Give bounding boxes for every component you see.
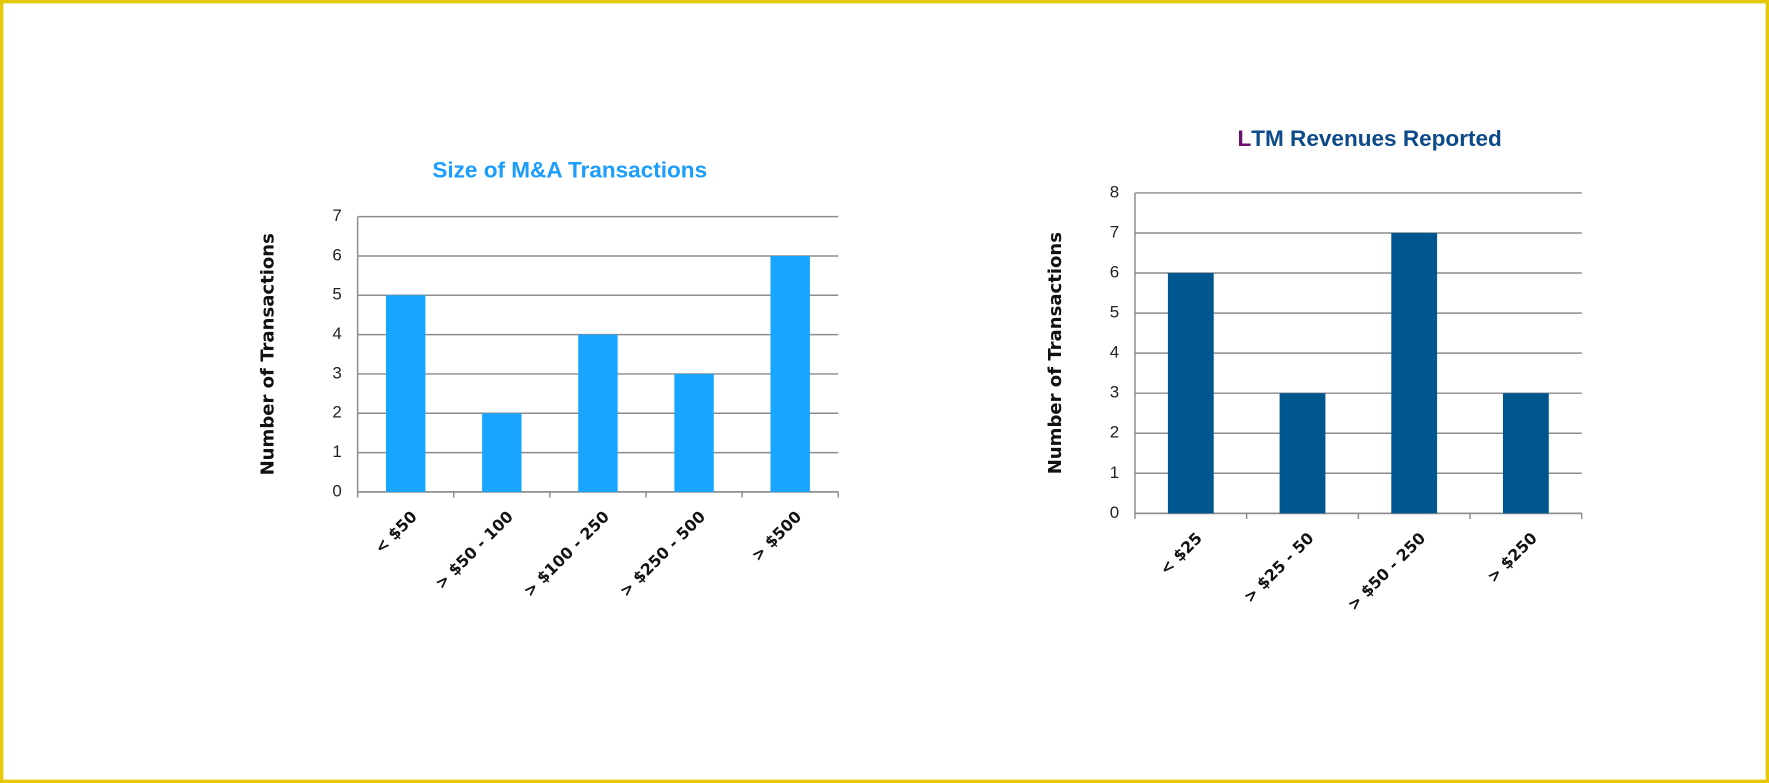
y-axis-label: Number of Transactions bbox=[1045, 232, 1066, 474]
bar bbox=[770, 255, 810, 492]
y-tick-label: 2 bbox=[332, 403, 341, 422]
y-tick-label: 1 bbox=[1110, 463, 1119, 482]
bar bbox=[1167, 273, 1214, 514]
bar bbox=[1391, 232, 1438, 514]
y-tick-label: 0 bbox=[332, 481, 341, 500]
y-tick-label: 5 bbox=[332, 285, 341, 304]
y-tick-label: 3 bbox=[1110, 383, 1119, 402]
bar bbox=[482, 413, 522, 492]
y-tick-label: 6 bbox=[332, 245, 341, 264]
y-tick-label: 1 bbox=[332, 442, 341, 461]
bar bbox=[578, 334, 618, 492]
y-tick-label: 8 bbox=[1110, 182, 1119, 201]
y-tick-label: 3 bbox=[332, 363, 341, 382]
y-tick-label: 5 bbox=[1110, 303, 1119, 322]
y-tick-label: 4 bbox=[332, 324, 341, 343]
bar bbox=[674, 373, 714, 492]
y-axis-label: Number of Transactions bbox=[258, 233, 279, 475]
y-tick-label: 0 bbox=[1110, 503, 1119, 522]
title-initial: L bbox=[1237, 126, 1251, 151]
bar bbox=[1279, 393, 1326, 514]
y-tick-label: 2 bbox=[1110, 423, 1119, 442]
y-tick-label: 7 bbox=[332, 206, 341, 225]
title-rest: TM Revenues Reported bbox=[1251, 126, 1502, 151]
y-tick-label: 4 bbox=[1110, 343, 1119, 362]
bar bbox=[385, 295, 426, 492]
chart-title: LTM Revenues Reported bbox=[1237, 126, 1501, 151]
chart-title: Size of M&A Transactions bbox=[432, 157, 707, 182]
y-tick-label: 6 bbox=[1110, 263, 1119, 282]
bar bbox=[1502, 393, 1549, 514]
y-tick-label: 7 bbox=[1110, 222, 1119, 241]
